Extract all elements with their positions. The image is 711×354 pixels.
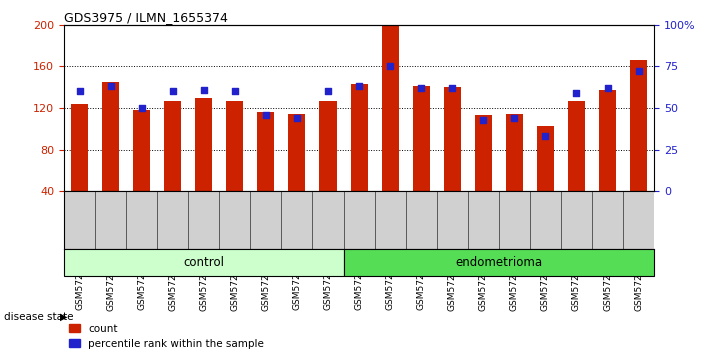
Point <box>229 88 240 94</box>
Bar <box>506 114 523 191</box>
Bar <box>71 104 88 191</box>
Text: disease state: disease state <box>4 312 73 322</box>
Text: control: control <box>183 256 224 269</box>
Bar <box>444 87 461 191</box>
Bar <box>475 115 492 191</box>
Bar <box>164 101 181 191</box>
Point <box>74 88 85 94</box>
Bar <box>630 60 647 191</box>
Point <box>508 115 520 121</box>
Point <box>602 85 613 91</box>
Point <box>353 84 365 89</box>
Point <box>198 87 210 92</box>
Point <box>540 133 551 139</box>
Bar <box>133 110 150 191</box>
Legend: count, percentile rank within the sample: count, percentile rank within the sample <box>69 324 264 349</box>
Bar <box>412 86 429 191</box>
Point <box>260 112 272 118</box>
Point <box>415 85 427 91</box>
Bar <box>568 101 585 191</box>
Point <box>136 105 147 111</box>
Bar <box>289 114 306 191</box>
Bar <box>599 90 616 191</box>
Text: endometrioma: endometrioma <box>455 256 542 269</box>
Bar <box>226 101 243 191</box>
Bar <box>343 250 654 276</box>
Point <box>633 69 644 74</box>
Bar <box>196 98 213 191</box>
Bar <box>351 84 368 191</box>
Text: ▶: ▶ <box>60 312 68 322</box>
Point <box>571 90 582 96</box>
Point <box>292 115 303 121</box>
Bar <box>382 0 399 191</box>
Bar <box>64 250 343 276</box>
Point <box>167 88 178 94</box>
Bar <box>319 101 336 191</box>
Point <box>478 117 489 122</box>
Point <box>105 84 117 89</box>
Bar <box>537 126 554 191</box>
Bar <box>102 82 119 191</box>
Point <box>322 88 333 94</box>
Point <box>385 64 396 69</box>
Text: GDS3975 / ILMN_1655374: GDS3975 / ILMN_1655374 <box>64 11 228 24</box>
Point <box>447 85 458 91</box>
Bar <box>257 112 274 191</box>
